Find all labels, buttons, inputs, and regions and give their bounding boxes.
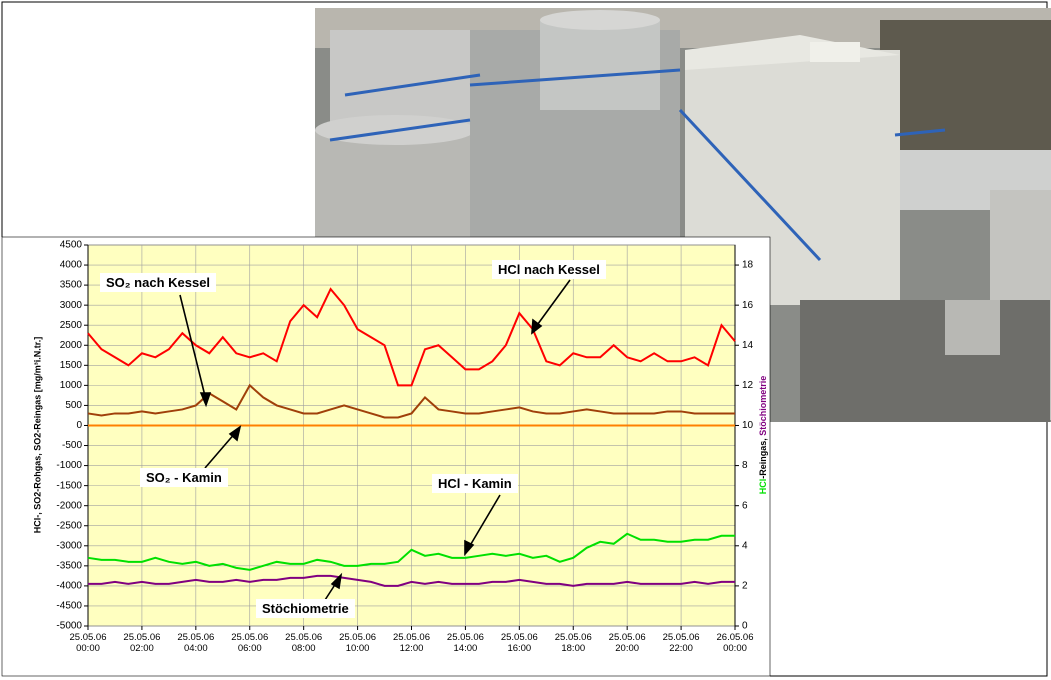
annotation: SO₂ - Kamin bbox=[140, 468, 228, 487]
y-tick-label: -4500 bbox=[56, 601, 82, 612]
x-tick-label: 26.05.06 00:00 bbox=[710, 632, 760, 654]
y-tick-label: 500 bbox=[65, 400, 82, 411]
x-tick-label: 25.05.06 14:00 bbox=[440, 632, 490, 654]
y2-tick-label: 6 bbox=[742, 500, 748, 511]
annotation: HCl - Kamin bbox=[432, 474, 518, 493]
x-tick-label: 25.05.06 00:00 bbox=[63, 632, 113, 654]
y2-tick-label: 16 bbox=[742, 300, 754, 311]
y-tick-label: -3500 bbox=[56, 560, 82, 571]
y2-tick-label: 0 bbox=[742, 621, 748, 632]
page: -5000-4500-4000-3500-3000-2500-2000-1500… bbox=[0, 0, 1051, 680]
y-tick-label: -4000 bbox=[56, 581, 82, 592]
x-tick-label: 25.05.06 06:00 bbox=[225, 632, 275, 654]
chart: -5000-4500-4000-3500-3000-2500-2000-1500… bbox=[0, 0, 1051, 680]
x-tick-label: 25.05.06 18:00 bbox=[548, 632, 598, 654]
annotation: SO₂ nach Kessel bbox=[100, 273, 216, 292]
y-tick-label: -3000 bbox=[56, 540, 82, 551]
y-tick-label: 3500 bbox=[60, 280, 83, 291]
y-tick-label: 3000 bbox=[60, 300, 83, 311]
x-tick-label: 25.05.06 04:00 bbox=[171, 632, 221, 654]
y-tick-label: -500 bbox=[62, 440, 82, 451]
x-tick-label: 25.05.06 02:00 bbox=[117, 632, 167, 654]
y2-label-part: -Reingas, bbox=[758, 436, 768, 479]
y2-tick-label: 8 bbox=[742, 460, 748, 471]
y2-tick-label: 10 bbox=[742, 420, 754, 431]
y-tick-label: 4500 bbox=[60, 240, 83, 251]
y2-axis-label: HCl-Reingas, Stöchiometrie bbox=[758, 376, 768, 495]
y2-label-part: HCl bbox=[758, 479, 768, 495]
annotation: HCl nach Kessel bbox=[492, 260, 606, 279]
y2-tick-label: 2 bbox=[742, 581, 748, 592]
y-tick-label: -5000 bbox=[56, 621, 82, 632]
annotation: Stöchiometrie bbox=[256, 599, 355, 618]
y2-tick-label: 4 bbox=[742, 540, 748, 551]
y2-label-part: Stöchiometrie bbox=[758, 376, 768, 436]
y-tick-label: 1500 bbox=[60, 360, 83, 371]
x-tick-label: 25.05.06 22:00 bbox=[656, 632, 706, 654]
y-tick-label: -2500 bbox=[56, 520, 82, 531]
y2-tick-label: 12 bbox=[742, 380, 754, 391]
x-tick-label: 25.05.06 12:00 bbox=[387, 632, 437, 654]
y-tick-label: 0 bbox=[76, 420, 82, 431]
y2-tick-label: 18 bbox=[742, 260, 754, 271]
y-tick-label: 2500 bbox=[60, 320, 83, 331]
x-tick-label: 25.05.06 16:00 bbox=[494, 632, 544, 654]
y2-tick-label: 14 bbox=[742, 340, 754, 351]
y-tick-label: -1500 bbox=[56, 480, 82, 491]
x-tick-label: 25.05.06 10:00 bbox=[333, 632, 383, 654]
y-tick-label: -2000 bbox=[56, 500, 82, 511]
x-tick-label: 25.05.06 08:00 bbox=[279, 632, 329, 654]
y-tick-label: -1000 bbox=[56, 460, 82, 471]
y-axis-label: HCl-, SO2-Rohgas, SO2-Reingas [mg/m³i.N.… bbox=[32, 337, 42, 534]
x-tick-label: 25.05.06 20:00 bbox=[602, 632, 652, 654]
y-tick-label: 4000 bbox=[60, 260, 83, 271]
y-tick-label: 2000 bbox=[60, 340, 83, 351]
y-tick-label: 1000 bbox=[60, 380, 83, 391]
